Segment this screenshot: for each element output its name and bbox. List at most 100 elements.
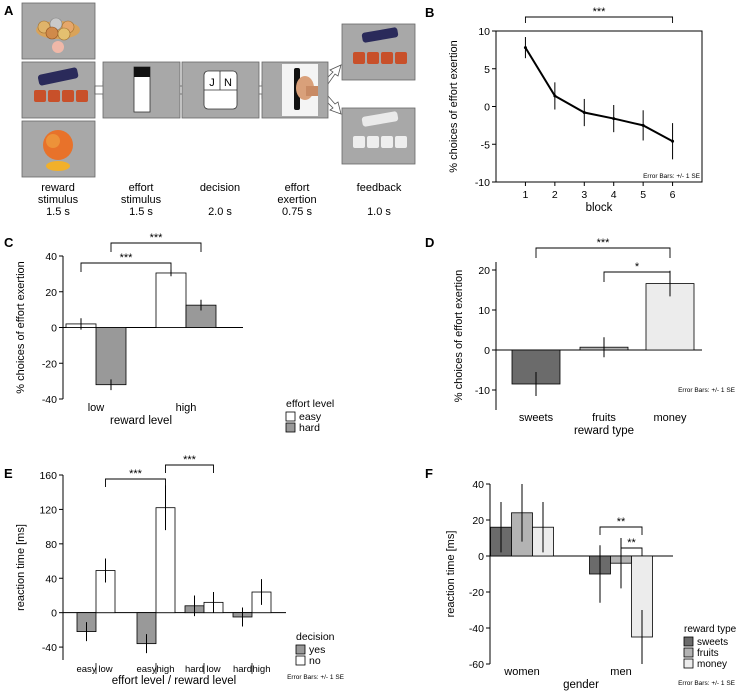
x-tick-label: 3 xyxy=(581,189,587,201)
x-tick-label: 1 xyxy=(523,189,529,201)
x-tick-label: money xyxy=(653,412,687,424)
data-point xyxy=(671,139,675,143)
decision-key-n: N xyxy=(224,77,232,89)
legend-swatch xyxy=(285,422,296,433)
y-tick-label: 160 xyxy=(39,470,57,482)
legend-swatch xyxy=(683,658,694,669)
panel-label-f: F xyxy=(425,466,433,481)
x-tick-label: men xyxy=(610,666,631,678)
error-bar-note: Error Bars: +/- 1 SE xyxy=(643,173,701,180)
significance-label: *** xyxy=(593,6,607,18)
x-tick-label: sweets xyxy=(519,412,554,424)
feedback-candy-image xyxy=(353,27,407,64)
data-point xyxy=(641,123,645,127)
legend-label: yes xyxy=(309,644,325,656)
significance-label: *** xyxy=(183,454,197,466)
legend-label: hard xyxy=(299,422,320,434)
y-tick-label: -40 xyxy=(469,623,484,635)
y-tick-label: 20 xyxy=(478,265,490,277)
x-tick-label: 6 xyxy=(670,189,676,201)
x-tick-label: low xyxy=(88,402,105,414)
significance-bracket xyxy=(110,242,202,252)
significance-bracket xyxy=(524,16,674,23)
x-tick-label-reward: high xyxy=(157,664,175,675)
significance-label: *** xyxy=(150,232,164,244)
stage-caption-reward: reward stimulus 1.5 s xyxy=(38,182,79,218)
y-axis-label: % choices of effort exertion xyxy=(448,40,460,172)
x-tick-label: 2 xyxy=(552,189,558,201)
x-tick-label-effort: hard xyxy=(185,664,204,675)
significance-label: *** xyxy=(129,468,143,480)
x-axis-label: gender xyxy=(563,679,599,691)
chart-f-gender: -60 -40 -20 0 20 40 reaction time [ms] women men… xyxy=(445,479,737,691)
coins-image xyxy=(36,17,80,53)
y-tick-label: 40 xyxy=(45,573,57,585)
significance-bracket xyxy=(80,262,172,272)
x-tick-label-reward: low xyxy=(206,664,220,675)
legend-label: fruits xyxy=(697,648,719,659)
error-bar-note: Error Bars: +/- 1 SE xyxy=(678,387,736,394)
stage-time-feedback: 1.0 s xyxy=(367,206,391,218)
stage-caption-feedback: feedback 1.0 s xyxy=(357,182,402,218)
significance-label: ** xyxy=(627,537,636,549)
significance-bracket xyxy=(165,464,214,473)
significance-bracket xyxy=(105,478,166,487)
stage-time-effort: 1.5 s xyxy=(129,206,153,218)
stage-name-effort: effort stimulus xyxy=(121,182,162,206)
legend-label: sweets xyxy=(697,637,728,648)
panel-label-c: C xyxy=(4,235,14,250)
y-tick-label: -10 xyxy=(475,177,490,189)
y-tick-label: -60 xyxy=(469,659,484,671)
legend-swatch xyxy=(683,636,694,647)
stage-caption-exertion: effort exertion 0.75 s xyxy=(277,182,316,218)
y-axis-label: % choices of effort exertion xyxy=(453,270,465,402)
legend-swatch xyxy=(295,644,306,655)
legend-swatch xyxy=(683,647,694,658)
significance-bracket xyxy=(535,247,671,258)
x-tick-label: 4 xyxy=(611,189,617,201)
y-tick-label: 0 xyxy=(484,102,490,114)
panel-label-d: D xyxy=(425,235,434,250)
legend-swatch xyxy=(295,655,306,666)
feedback-faded-candy-image xyxy=(353,111,407,148)
y-tick-label: 0 xyxy=(51,608,57,620)
stage-time-decision: 2.0 s xyxy=(208,206,232,218)
y-tick-label: 40 xyxy=(472,479,484,491)
stage-name-feedback: feedback xyxy=(357,182,402,194)
x-axis-label: reward type xyxy=(574,425,634,437)
paradigm-panel: J N reward stimulu xyxy=(21,2,416,218)
y-axis-label: reaction time [ms] xyxy=(15,524,27,611)
stage-name-reward: reward stimulus xyxy=(38,182,79,206)
y-axis-label: reaction time [ms] xyxy=(445,531,457,618)
y-tick-label: 0 xyxy=(484,345,490,357)
y-tick-label: -40 xyxy=(42,394,57,406)
peach-image xyxy=(43,130,73,171)
y-tick-label: -20 xyxy=(469,587,484,599)
x-axis-label: reward level xyxy=(110,415,172,427)
data-point xyxy=(582,111,586,115)
x-tick-label: high xyxy=(176,402,197,414)
error-bar-note: Error Bars: +/- 1 SE xyxy=(287,674,345,681)
x-tick-label: fruits xyxy=(592,412,616,424)
y-tick-label: 20 xyxy=(472,515,484,527)
y-tick-label: 10 xyxy=(478,305,490,317)
legend-title: decision xyxy=(296,631,335,643)
stage-caption-effort: effort stimulus 1.5 s xyxy=(121,182,162,218)
y-tick-label: 10 xyxy=(478,26,490,38)
x-tick-label: women xyxy=(503,666,539,678)
data-point xyxy=(553,94,557,98)
arrow-icon xyxy=(324,64,342,85)
y-tick-label: -10 xyxy=(475,385,490,397)
y-tick-label: 80 xyxy=(45,539,57,551)
legend-label: money xyxy=(697,659,727,670)
legend-label: easy xyxy=(299,411,322,423)
significance-label: *** xyxy=(120,252,134,264)
effort-bar-fill xyxy=(134,67,150,77)
y-tick-label: 0 xyxy=(51,323,57,335)
x-tick-label-effort: easy xyxy=(136,664,156,675)
significance-label: *** xyxy=(597,237,611,249)
x-axis-label: effort level / reward level xyxy=(112,675,236,687)
hand-dynamometer-icon xyxy=(294,68,318,110)
